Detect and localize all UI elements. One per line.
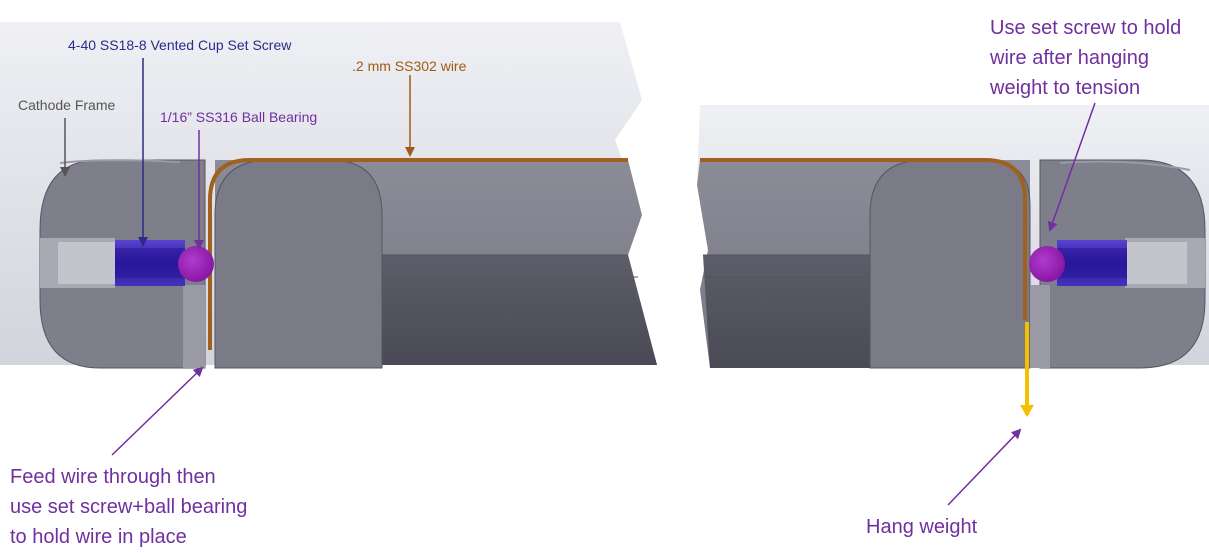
set-screw-icon xyxy=(1057,240,1127,286)
hang-weight-label: Hang weight xyxy=(866,516,978,538)
wire-path xyxy=(208,158,628,350)
right-section xyxy=(697,105,1209,417)
hold-wire-line-3: weight to tension xyxy=(990,77,1141,99)
feed-wire-note: Feed wire through then use set screw+bal… xyxy=(10,462,247,552)
feed-wire-line-1: Feed wire through then xyxy=(10,466,216,488)
hold-wire-line-2: wire after hanging xyxy=(990,47,1149,69)
set-screw-label: 4-40 SS18-8 Vented Cup Set Screw xyxy=(68,37,292,53)
wire-label: .2 mm SS302 wire xyxy=(352,58,467,74)
left-section xyxy=(0,22,657,369)
set-screw-icon xyxy=(115,240,185,286)
cathode-frame-label: Cathode Frame xyxy=(18,97,116,113)
feed-wire-line-3: to hold wire in place xyxy=(10,526,187,548)
ball-bearing-icon xyxy=(1029,246,1065,282)
hang-weight-leader xyxy=(947,428,1022,506)
hold-wire-note: Use set screw to hold wire after hanging… xyxy=(990,13,1181,103)
feed-wire-line-2: use set screw+ball bearing xyxy=(10,496,248,518)
ball-bearing-label: 1/16” SS316 Ball Bearing xyxy=(160,109,318,125)
ball-bearing-icon xyxy=(178,246,214,282)
hold-wire-line-1: Use set screw to hold xyxy=(990,17,1182,39)
feed-wire-leader xyxy=(111,366,204,456)
hold-wire-leader xyxy=(1047,102,1096,232)
